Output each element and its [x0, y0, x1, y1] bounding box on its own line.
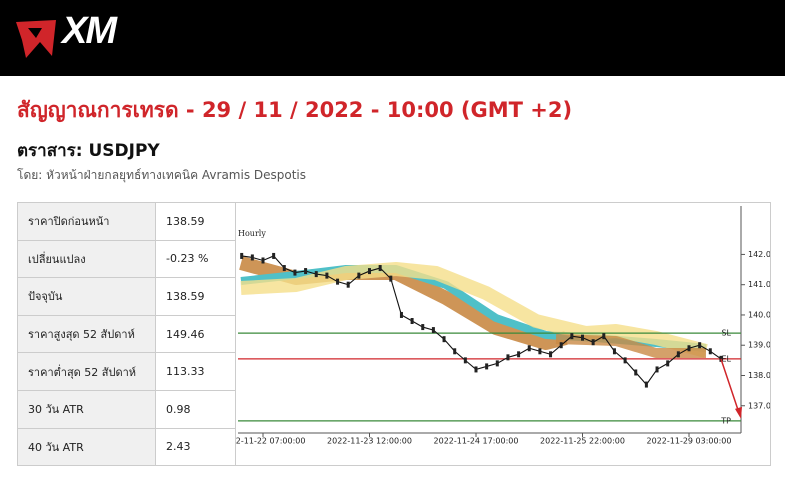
stats-table: ราคาปิดก่อนหน้า 138.59 เปลี่ยนแปลง -0.23 % ป… — [17, 202, 236, 467]
y-tick-label: 139.00 — [748, 341, 771, 350]
table-row: 40 วัน ATR 2.43 — [17, 427, 236, 467]
candle — [282, 265, 286, 272]
candle — [389, 275, 393, 282]
candle — [357, 272, 361, 279]
candle — [336, 278, 340, 285]
candle — [644, 381, 648, 388]
y-tick-label: 141.00 — [748, 280, 771, 289]
label-cell: ราคาต่ำสุด 52 สัปดาห์ — [17, 352, 156, 391]
logo[interactable]: XM — [62, 10, 117, 52]
title: สัญญาณการเทรด - 29 / 11 / 2022 - 10:00 (… — [17, 98, 573, 122]
candle — [527, 345, 531, 352]
x-tick-label: 2022-11-29 03:00:00 — [647, 437, 732, 446]
candle — [559, 342, 563, 349]
candle — [463, 357, 467, 364]
arrow — [720, 358, 740, 414]
instrument: ตราสาร: USDJPY — [17, 141, 160, 161]
candle — [485, 363, 489, 370]
candle — [570, 333, 574, 340]
level-label: TP — [720, 416, 731, 425]
candle — [346, 281, 350, 288]
candle — [293, 269, 297, 276]
header: XM — [0, 0, 785, 76]
x-tick-label: 2022-11-22 07:00:00 — [235, 437, 305, 446]
level-label: SL — [721, 329, 731, 338]
candle — [272, 252, 276, 259]
candle — [453, 348, 457, 355]
value-cell: -0.23 % — [155, 239, 236, 279]
level-label: EL — [721, 354, 731, 363]
x-tick-label: 2022-11-23 12:00:00 — [327, 437, 412, 446]
candle — [655, 366, 659, 373]
candle — [442, 336, 446, 343]
table-row: 30 วัน ATR 0.98 — [17, 389, 236, 429]
label-cell: ราคาปิดก่อนหน้า — [17, 202, 156, 241]
x-tick-label: 2022-11-24 17:00:00 — [434, 437, 519, 446]
table-row: ราคาต่ำสุด 52 สัปดาห์ 113.33 — [17, 352, 236, 391]
candle — [591, 339, 595, 346]
candle — [431, 327, 435, 334]
candle — [538, 348, 542, 355]
table-row: ปัจจุบัน 138.59 — [17, 277, 236, 316]
label-cell: ปัจจุบัน — [17, 277, 156, 316]
bands — [239, 256, 708, 358]
candle — [399, 311, 403, 318]
label-cell: เปลี่ยนแปลง — [17, 239, 156, 279]
candle — [666, 360, 670, 367]
table-row: ราคาสูงสุด 52 สัปดาห์ 149.46 — [17, 314, 236, 354]
candle — [378, 265, 382, 272]
value-cell: 0.98 — [155, 389, 236, 429]
chart-title: Hourly — [238, 229, 266, 238]
candle — [495, 360, 499, 367]
y-tick-label: 137.00 — [748, 401, 771, 410]
value-cell: 138.59 — [155, 277, 236, 316]
candle — [708, 348, 712, 355]
arrow-head — [735, 406, 742, 419]
candle — [410, 318, 414, 325]
label-cell: 30 วัน ATR — [17, 389, 156, 429]
candle — [506, 354, 510, 361]
candle — [623, 357, 627, 364]
candle — [314, 271, 318, 278]
x-tick-label: 2022-11-25 22:00:00 — [540, 437, 625, 446]
candle — [240, 252, 244, 259]
candle — [612, 348, 616, 355]
value-cell: 149.46 — [155, 314, 236, 354]
candle — [634, 369, 638, 376]
author: โดย: หัวหน้าฝ่ายกลยุทธ์ทางเทคนิค Avramis… — [17, 168, 307, 182]
y-tick-label: 140.00 — [748, 310, 771, 319]
logo-icon — [16, 20, 56, 58]
y-tick-label: 138.00 — [748, 371, 771, 380]
table-row: ราคาปิดก่อนหน้า 138.59 — [17, 202, 236, 241]
candle — [581, 334, 584, 341]
value-cell: 138.59 — [155, 202, 236, 241]
candle — [698, 342, 702, 349]
candle — [250, 254, 254, 261]
candle — [325, 272, 329, 279]
label-cell: 40 วัน ATR — [17, 427, 156, 467]
candle — [602, 333, 606, 340]
candle — [517, 351, 521, 358]
label-cell: ราคาสูงสุด 52 สัปดาห์ — [17, 314, 156, 354]
y-tick-label: 142.00 — [748, 250, 771, 259]
value-cell: 113.33 — [155, 352, 236, 391]
chart: Hourly 142.00 141.00 140.00 139.00 138.00 137… — [235, 202, 771, 466]
value-cell: 2.43 — [155, 427, 236, 467]
candle — [549, 351, 553, 358]
candle — [304, 268, 308, 275]
candle — [676, 351, 680, 358]
candle — [368, 268, 371, 275]
candle — [261, 257, 265, 264]
price-line — [241, 255, 722, 386]
candle — [421, 324, 425, 331]
table-row: เปลี่ยนแปลง -0.23 % — [17, 239, 236, 279]
candle — [687, 345, 691, 352]
candle — [474, 366, 478, 373]
